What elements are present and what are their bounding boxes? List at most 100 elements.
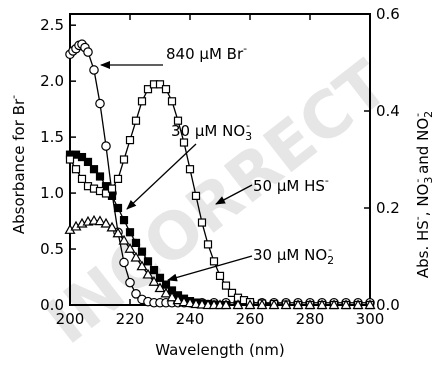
data-point [131, 116, 141, 125]
y-left-tick-label: 1.0 [40, 184, 64, 202]
data-point [167, 97, 177, 106]
data-point [227, 288, 237, 297]
data-point [184, 297, 196, 308]
series-3 [64, 214, 376, 310]
data-point [173, 116, 183, 125]
data-point [125, 277, 135, 288]
y-right-tick-label: 0.4 [376, 102, 400, 120]
data-point [131, 238, 141, 248]
data-point [125, 228, 135, 237]
data-point [83, 47, 93, 57]
data-point [77, 174, 87, 183]
data-point [142, 268, 154, 279]
data-point [161, 85, 171, 94]
data-point [172, 294, 184, 305]
data-point [118, 234, 130, 245]
svg-text:Abs. HS-​, NO3-​ and NO2-​: Abs. HS-​, NO3-​ and NO2-​ [411, 111, 435, 278]
data-point [280, 299, 292, 310]
annotation-arrow [167, 255, 253, 282]
x-tick-label: 280 [296, 310, 325, 328]
data-point [124, 243, 136, 253]
data-point [191, 191, 201, 200]
x-tick-label: 300 [356, 310, 385, 328]
data-point [209, 257, 219, 266]
data-point [95, 172, 105, 181]
data-point [203, 240, 213, 249]
data-point [119, 155, 129, 164]
y-right-tick-label: 0.2 [376, 199, 400, 217]
data-point [143, 257, 153, 266]
data-point [101, 189, 111, 198]
data-point [148, 275, 160, 286]
data-point [220, 299, 232, 310]
x-tick-label: 260 [236, 310, 265, 328]
x-axis-title: Wavelength (nm) [155, 341, 285, 359]
data-point [83, 157, 93, 167]
series-layer [64, 39, 376, 310]
svg-text:Absorbance for Br-​: Absorbance for Br-​ [7, 95, 28, 234]
data-point [137, 97, 147, 106]
y-left-axis-title: Absorbance for Br-​ [7, 95, 28, 234]
data-point [292, 299, 304, 310]
data-point [65, 155, 75, 164]
y-right-axis-title: Abs. HS-​, NO3-​ and NO2-​ [411, 111, 435, 278]
data-point [364, 299, 376, 310]
y-right-tick-label: 0.6 [376, 5, 400, 23]
y-left-tick-label: 0.5 [40, 240, 64, 258]
annotations: 840 μM Br-​ 30 μM NO3-​ 50 μM HS-​ 30 μM NO… [100, 42, 334, 282]
data-point [137, 247, 147, 256]
data-point [89, 165, 99, 174]
data-point [352, 299, 364, 310]
y-left-tick-label: 2.0 [40, 72, 64, 90]
data-point [221, 281, 231, 290]
data-point [143, 85, 153, 94]
data-point [160, 287, 172, 298]
data-point [101, 141, 111, 151]
data-point [268, 299, 280, 310]
data-point [113, 203, 123, 213]
data-point [316, 299, 328, 310]
annotation-label: 30 μM NO3-​ [171, 119, 252, 143]
data-point [125, 136, 135, 145]
data-point [149, 265, 159, 275]
y-right-tick-label: 0.0 [376, 296, 400, 314]
data-point [232, 299, 244, 310]
data-point [130, 251, 142, 262]
data-point [119, 257, 129, 268]
data-point [106, 221, 118, 232]
data-point [304, 299, 316, 310]
data-point [185, 165, 195, 174]
annotation-label: 840 μM Br-​ [166, 42, 247, 63]
data-point [131, 289, 141, 299]
data-point [328, 299, 340, 310]
data-point [179, 138, 189, 147]
annotation-arrow [215, 184, 253, 205]
data-point [77, 152, 87, 162]
data-point [178, 296, 190, 307]
axis-titles: Wavelength (nm) Absorbance for Br-​ Abs. H… [7, 95, 435, 359]
data-point [155, 273, 165, 282]
data-point [112, 227, 124, 238]
annotation-label: 50 μM HS-​ [253, 174, 329, 195]
annotation-arrow [126, 143, 197, 210]
x-tick-label: 220 [116, 310, 145, 328]
data-point [340, 299, 352, 310]
data-point [119, 216, 129, 225]
data-point [155, 80, 165, 89]
data-point [113, 174, 123, 183]
data-point [215, 271, 225, 280]
data-point [197, 218, 207, 227]
data-point [89, 65, 99, 75]
x-tick-label: 240 [176, 310, 205, 328]
x-tick-label: 200 [56, 310, 85, 328]
data-point [94, 215, 106, 226]
data-point [244, 299, 256, 310]
data-point [71, 165, 81, 174]
data-point [154, 282, 166, 293]
data-point [166, 291, 178, 302]
data-point [100, 217, 112, 228]
data-point [136, 260, 148, 271]
annotation-label: 30 μM NO2-​ [253, 243, 334, 267]
data-point [95, 98, 105, 109]
